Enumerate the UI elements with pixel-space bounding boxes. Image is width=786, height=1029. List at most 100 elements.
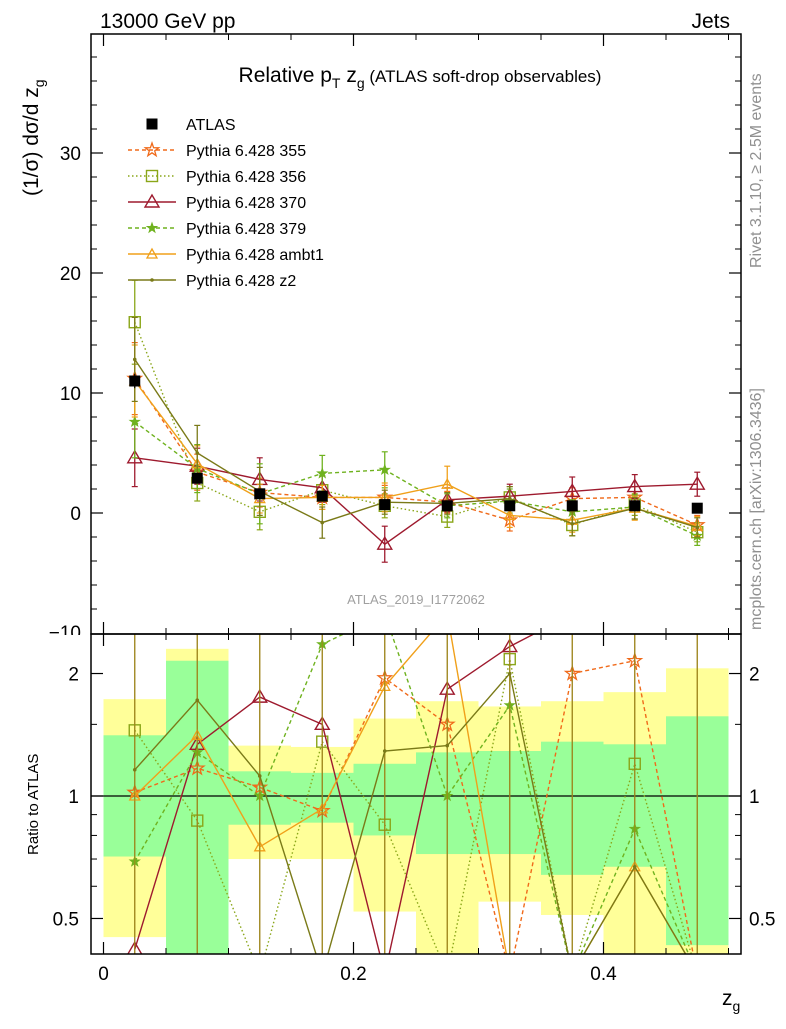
main-series-point [378, 463, 391, 476]
ratio-series-line [134, 658, 692, 954]
ratio-series-point [445, 743, 450, 748]
ratio-series-line [134, 671, 687, 954]
main-series-point [126, 449, 143, 464]
main-series-point [132, 357, 137, 362]
legend-marker [143, 140, 161, 158]
ratio-series-point [507, 671, 512, 676]
ratio-series-point [382, 749, 387, 753]
xtick-label: 0 [98, 964, 109, 985]
ratio-series [91, 634, 741, 954]
legend-entry: Pythia 6.428 379 [128, 221, 306, 238]
main-ytick-label: 20 [60, 264, 81, 285]
ratio-ytick-label-right: 1 [749, 787, 760, 808]
analysis-watermark: ATLAS_2019_I1772062 [347, 592, 485, 607]
plot-title: Relative pT zg (ATLAS soft-drop observab… [239, 64, 602, 91]
main-series-point [128, 415, 141, 428]
main-series-point [376, 535, 393, 550]
data-point [254, 488, 266, 500]
main-ytick-label: 0 [70, 504, 81, 525]
main-series-370 [126, 428, 706, 563]
main-series-point [570, 522, 575, 526]
main-series-point [695, 525, 700, 530]
data-point [129, 375, 141, 387]
ratio-ytick-label-right: 2 [749, 665, 760, 686]
legend-label: Pythia 6.428 355 [186, 143, 306, 160]
ratio-series-line [134, 634, 536, 954]
main-series-point [320, 520, 325, 525]
data-point [629, 500, 641, 512]
main-series-z2 [131, 316, 701, 539]
ratio-ytick-label: 0.5 [53, 909, 79, 930]
data-point [566, 500, 578, 512]
main-series-line [134, 378, 698, 526]
ratio-series-point [632, 864, 637, 869]
ratio-ytick-label: 1 [68, 787, 79, 808]
ratio-series-point [257, 774, 262, 778]
legend-label: Pythia 6.428 370 [186, 195, 306, 212]
data-point [191, 472, 203, 484]
main-ytick-label: 10 [60, 384, 81, 405]
legend-label: Pythia 6.428 z2 [186, 273, 296, 290]
main-series-line [134, 359, 698, 529]
ratio-series-line [134, 634, 690, 954]
legend-entry: Pythia 6.428 z2 [128, 273, 296, 290]
main-series-line [134, 380, 698, 527]
label-clip-cover [36, 635, 86, 649]
mcplots-label: mcplots.cern.ch [arXiv:1306.3436] [748, 388, 765, 630]
legend-marker [146, 118, 158, 130]
data-point [504, 500, 516, 512]
data-point [316, 490, 328, 502]
ratio-series-point [127, 940, 143, 954]
legend-label: Pythia 6.428 ambt1 [186, 247, 324, 264]
header-right: Jets [691, 10, 730, 33]
main-ytick-label: 30 [60, 144, 81, 165]
main-series-ambt1 [128, 344, 704, 537]
legend-marker [145, 247, 159, 259]
ratio-series-z2 [132, 634, 698, 954]
data-point [441, 500, 453, 512]
xtick-label: 0.2 [340, 964, 366, 985]
legend-entry: Pythia 6.428 355 [128, 140, 306, 160]
main-series-point [503, 509, 516, 521]
main-series-point [195, 451, 200, 455]
main-series-355 [126, 342, 706, 536]
ratio-ytick-label-right: 0.5 [749, 909, 775, 930]
legend-marker [150, 278, 154, 282]
main-series-point [564, 483, 581, 498]
xtick-label: 0.4 [590, 964, 617, 985]
main-data-atlas [129, 373, 703, 514]
data-point [691, 502, 703, 514]
legend-label: Pythia 6.428 379 [186, 221, 306, 238]
main-series [126, 279, 706, 563]
legend-marker [143, 193, 161, 208]
legend-entry: Pythia 6.428 370 [128, 193, 306, 212]
header-left: 13000 GeV pp [100, 10, 235, 33]
legend-entry-atlas: ATLAS [146, 117, 236, 134]
ratio-ytick-label: 2 [68, 665, 79, 686]
main-series-point [507, 496, 512, 501]
main-series-point [441, 477, 454, 489]
legend-entry: Pythia 6.428 ambt1 [128, 247, 324, 264]
main-ylabel: (1/σ) dσ/d zg [20, 79, 47, 196]
main-series-line [134, 421, 698, 537]
ratio-series-point [195, 698, 200, 702]
ratio-series-line [134, 659, 694, 954]
legend: ATLAS Pythia 6.428 355 Pythia 6.428 356 Pyt… [128, 117, 324, 290]
data-point [379, 499, 391, 511]
legend-entry: Pythia 6.428 356 [128, 169, 306, 186]
main-series-line [134, 321, 698, 533]
xlabel: zg [722, 987, 740, 1014]
ratio-series-point [132, 767, 137, 772]
legend-label: Pythia 6.428 356 [186, 169, 306, 186]
ratio-ylabel: Ratio to ATLAS [25, 754, 42, 855]
legend-label: ATLAS [186, 117, 236, 134]
main-series-line [134, 457, 698, 546]
main-series-point [626, 478, 643, 493]
legend-marker [145, 221, 159, 234]
main-series-point [689, 475, 706, 490]
main-series-point [316, 466, 329, 479]
legend-marker [145, 169, 159, 183]
rivet-label: Rivet 3.1.10, ≥ 2.5M events [748, 73, 765, 268]
